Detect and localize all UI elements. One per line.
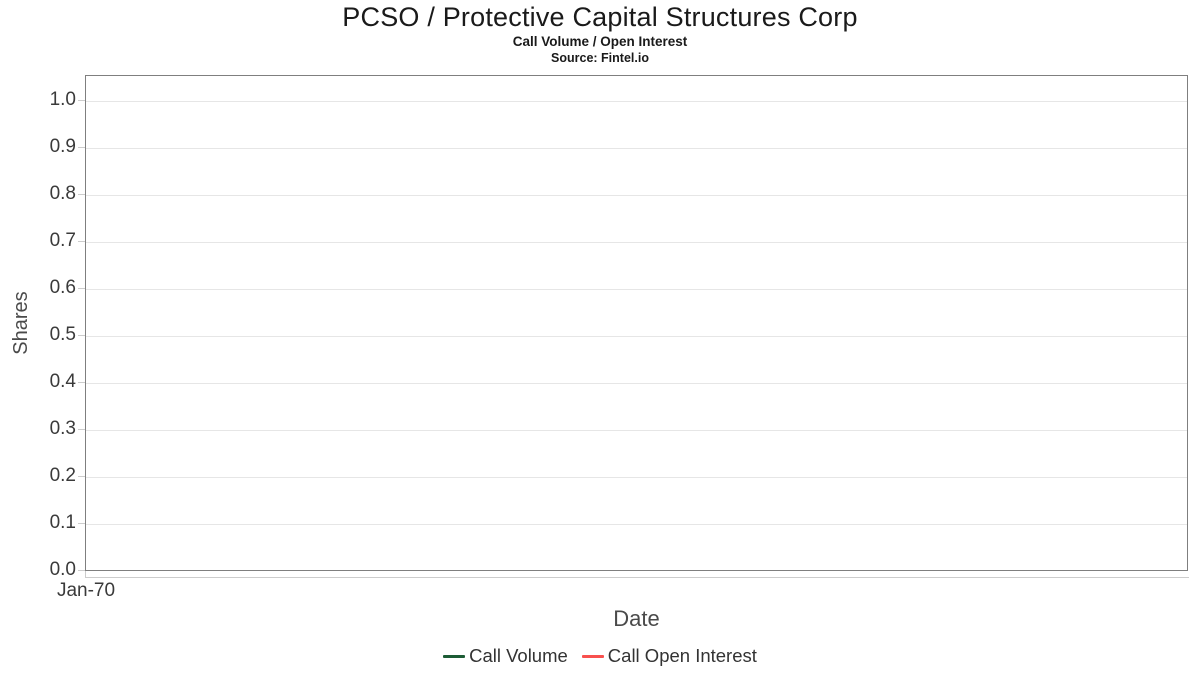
gridline	[86, 242, 1187, 243]
y-tick-label: 0.9	[49, 136, 76, 157]
y-tick-label: 0.5	[49, 324, 76, 345]
y-tick-mark	[78, 429, 85, 430]
y-tick-mark	[78, 382, 85, 383]
y-tick-label: 0.2	[49, 465, 76, 486]
y-tick-label: 0.4	[49, 371, 76, 392]
y-tick-label: 0.6	[49, 277, 76, 298]
y-tick-mark	[78, 194, 85, 195]
y-tick-mark	[78, 147, 85, 148]
chart-title: PCSO / Protective Capital Structures Cor…	[342, 2, 858, 32]
plot-area	[85, 75, 1188, 571]
y-tick-label: 0.7	[49, 230, 76, 251]
y-tick-mark	[78, 241, 85, 242]
y-tick-mark	[78, 335, 85, 336]
gridline	[86, 195, 1187, 196]
legend-item-call-open-interest[interactable]: Call Open Interest	[581, 645, 757, 667]
legend-label-call-volume: Call Volume	[469, 645, 568, 666]
y-axis-title: Shares	[10, 291, 32, 355]
gridline	[86, 101, 1187, 102]
y-tick-label: 0.3	[49, 418, 76, 439]
y-tick-mark	[78, 100, 85, 101]
x-axis-line	[85, 577, 1189, 578]
chart-subtitle: Call Volume / Open Interest	[512, 34, 688, 49]
x-axis-title: Date	[613, 606, 660, 631]
y-tick-label: 1.0	[49, 89, 76, 110]
gridline	[86, 383, 1187, 384]
y-tick-mark	[78, 288, 85, 289]
legend-label-call-open-interest: Call Open Interest	[607, 645, 757, 666]
gridline	[86, 430, 1187, 431]
gridline	[86, 336, 1187, 337]
y-tick-label: 0.1	[49, 512, 76, 533]
y-tick-mark	[78, 476, 85, 477]
call-volume-line-swatch-icon	[443, 654, 466, 658]
y-tick-mark	[78, 570, 85, 571]
y-tick-mark	[78, 523, 85, 524]
gridline	[86, 289, 1187, 290]
x-tick-label: Jan-70	[56, 580, 116, 601]
chart-source: Source: Fintel.io	[551, 51, 649, 65]
legend: Call Volume Call Open Interest	[0, 645, 1200, 667]
call-open-interest-line-swatch-icon	[581, 654, 604, 658]
gridline	[86, 148, 1187, 149]
x-tick-mark	[85, 571, 86, 578]
y-tick-label: 0.8	[49, 183, 76, 204]
gridline	[86, 524, 1187, 525]
gridline	[86, 477, 1187, 478]
y-tick-label: 0.0	[49, 559, 76, 580]
legend-item-call-volume[interactable]: Call Volume	[443, 645, 568, 667]
